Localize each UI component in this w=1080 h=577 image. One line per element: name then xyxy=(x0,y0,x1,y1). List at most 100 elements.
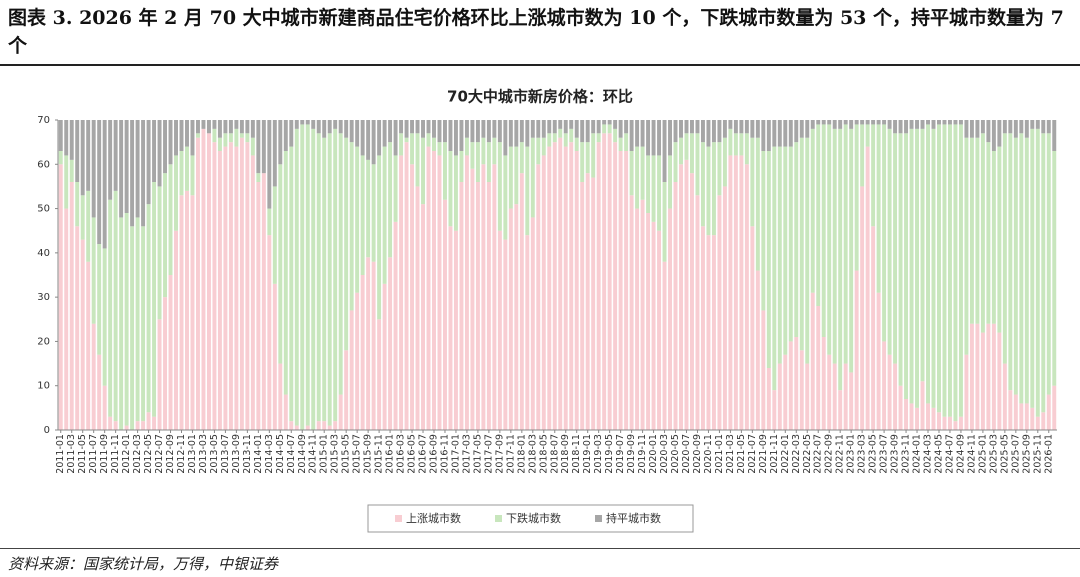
bar-segment xyxy=(300,124,305,430)
bar-segment xyxy=(629,195,634,430)
bar-segment xyxy=(86,120,91,191)
bar-segment xyxy=(909,403,914,430)
bar-segment xyxy=(366,257,371,430)
bar-segment xyxy=(832,363,837,430)
bar-segment xyxy=(113,190,118,422)
bar-segment xyxy=(920,381,925,430)
bar-segment xyxy=(360,120,365,156)
rule xyxy=(0,64,1080,66)
bar-segment xyxy=(898,385,903,430)
bar-segment xyxy=(289,146,294,422)
x-tick-label: 2017-11 xyxy=(505,434,516,474)
bar-segment xyxy=(163,173,168,298)
bar-segment xyxy=(838,128,843,391)
bar-segment xyxy=(547,133,552,147)
bar-segment xyxy=(662,261,667,430)
x-tick-label: 2019-01 xyxy=(582,434,593,474)
bar-segment xyxy=(536,137,541,165)
bar-segment xyxy=(964,354,969,430)
legend-label: 上涨城市数 xyxy=(406,511,461,525)
bar-segment xyxy=(947,124,952,417)
bar-segment xyxy=(1024,403,1029,430)
x-tick-label: 2021-07 xyxy=(747,434,758,474)
bar-segment xyxy=(283,120,288,151)
bar-segment xyxy=(772,120,777,147)
bar-segment xyxy=(212,128,217,143)
x-tick-label: 2020-03 xyxy=(659,434,670,474)
bar-segment xyxy=(135,120,140,218)
bar-segment xyxy=(58,151,63,165)
bar-segment xyxy=(190,195,195,430)
bar-segment xyxy=(679,164,683,430)
bar-segment xyxy=(843,124,848,364)
x-tick-label: 2025-05 xyxy=(999,434,1010,474)
bar-segment xyxy=(530,217,535,430)
bar-segment xyxy=(1008,133,1013,391)
bar-segment xyxy=(926,403,930,430)
bar-segment xyxy=(486,142,491,182)
bar-segment xyxy=(179,195,184,430)
bar-segment xyxy=(519,173,524,430)
bar-segment xyxy=(640,199,645,430)
bar-segment xyxy=(97,244,102,355)
rule xyxy=(0,548,1080,549)
bar-segment xyxy=(245,133,250,143)
bar-segment xyxy=(657,155,662,231)
x-tick-label: 2017-01 xyxy=(450,434,461,474)
bar-segment xyxy=(832,128,837,364)
bar-segment xyxy=(1002,363,1007,430)
bar-segment xyxy=(283,151,288,395)
bar-segment xyxy=(931,128,936,408)
bar-segment xyxy=(563,120,568,134)
bar-segment xyxy=(690,120,694,134)
bar-segment xyxy=(453,155,458,231)
bar-segment xyxy=(1030,120,1035,129)
bar-segment xyxy=(920,120,925,129)
bar-segment xyxy=(146,120,151,205)
bar-segment xyxy=(481,137,486,165)
x-tick-label: 2019-11 xyxy=(637,434,648,474)
bar-segment xyxy=(1035,416,1040,430)
bar-segment xyxy=(733,155,738,430)
bar-segment xyxy=(223,146,228,431)
bar-segment xyxy=(986,323,991,430)
bar-segment xyxy=(102,248,107,386)
x-tick-label: 2012-09 xyxy=(165,434,176,474)
bar-segment xyxy=(980,133,985,333)
bar-segment xyxy=(64,120,69,156)
bar-segment xyxy=(344,350,349,430)
bar-segment xyxy=(300,120,305,125)
bar-segment xyxy=(700,120,705,143)
bar-segment xyxy=(327,120,332,134)
bar-segment xyxy=(931,407,936,430)
bar-segment xyxy=(624,120,629,134)
bar-segment xyxy=(871,226,876,430)
x-tick-label: 2019-09 xyxy=(626,434,637,474)
bar-segment xyxy=(113,120,118,191)
bar-segment xyxy=(272,186,277,284)
bar-segment xyxy=(585,120,590,143)
bar-segment xyxy=(338,133,343,395)
bar-segment xyxy=(909,120,914,129)
bar-segment xyxy=(975,137,980,324)
bar-segment xyxy=(882,124,887,342)
bar-segment xyxy=(333,421,338,430)
x-tick-label: 2018-07 xyxy=(549,434,560,474)
bar-segment xyxy=(547,120,552,134)
bar-segment xyxy=(991,120,996,151)
bar-segment xyxy=(860,124,865,187)
x-tick-label: 2012-03 xyxy=(132,434,143,474)
bar-segment xyxy=(344,137,349,351)
bar-segment xyxy=(893,363,898,430)
bar-segment xyxy=(646,120,651,156)
bar-segment xyxy=(838,120,843,129)
bar-segment xyxy=(722,186,727,430)
bar-segment xyxy=(97,120,102,244)
x-tick-label: 2015-07 xyxy=(352,434,363,474)
bar-segment xyxy=(459,182,464,430)
bar-segment xyxy=(366,159,371,258)
bar-segment xyxy=(980,120,985,134)
x-tick-label: 2025-09 xyxy=(1021,434,1032,474)
bar-segment xyxy=(711,120,716,143)
bar-segment xyxy=(344,120,349,138)
